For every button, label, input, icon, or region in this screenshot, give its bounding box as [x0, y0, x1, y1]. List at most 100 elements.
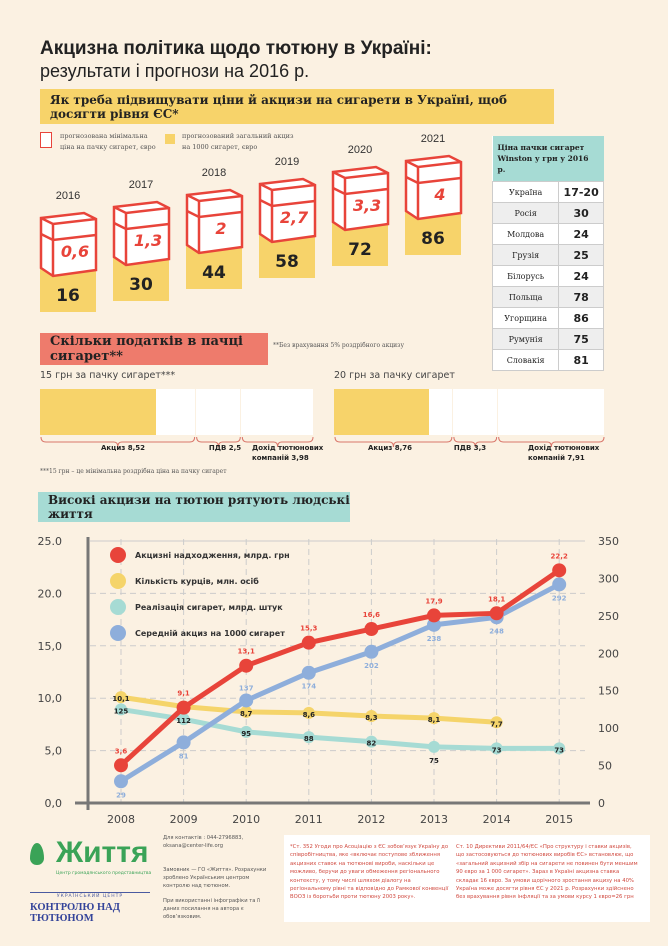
data-point: [552, 563, 567, 578]
price-row: Росія 30: [491, 202, 604, 224]
data-label: 174: [301, 683, 316, 691]
x-tick: 2008: [107, 813, 135, 825]
x-tick: 2011: [295, 813, 323, 825]
legend-box-label: прогнозована мінімальна ціна на пачку си…: [60, 132, 156, 151]
price-row: Грузія 25: [491, 244, 604, 266]
data-label: 8,1: [428, 716, 441, 724]
y-tick-right: 100: [598, 722, 619, 735]
pack20-income-label: Дохід тютюнових компаній 7,91: [528, 444, 600, 462]
data-point: [302, 731, 315, 744]
contacts-text: Для контактів : 044-2796883, oksana@cent…: [163, 835, 244, 849]
price: 30: [558, 202, 604, 224]
country: Угорщина: [491, 307, 560, 329]
country: Росія: [491, 202, 560, 224]
pack15-vat-label: ПДВ 2,5: [208, 444, 242, 452]
pack20-title: 20 грн за пачку сигарет: [334, 370, 455, 381]
section-banner-eu-level: Як треба підвищувати ціни й акцизи на си…: [40, 89, 554, 124]
pack-box-icon: 1,3: [111, 199, 171, 267]
data-point: [364, 644, 379, 659]
legend-marker: [110, 573, 126, 589]
x-tick: 2009: [170, 813, 198, 825]
data-label: 75: [429, 757, 439, 765]
y-tick-right: 350: [598, 535, 619, 548]
country: Молдова: [491, 223, 560, 245]
pack20-income-segment: [497, 389, 604, 435]
pack20-vat-label: ПДВ 3,3: [453, 444, 487, 452]
country: Польща: [491, 286, 560, 308]
pack-box-icon: 4: [403, 153, 463, 221]
data-point: [490, 716, 503, 729]
country: Україна: [491, 181, 560, 203]
series-line: [119, 582, 561, 784]
data-point: [115, 703, 127, 716]
y-tick-right: 250: [598, 610, 619, 623]
data-point: [553, 742, 566, 755]
pack15-vat-segment: [195, 389, 241, 435]
pack15-title: 15 грн за пачку сигарет***: [40, 370, 176, 381]
y-tick-left: 0,0: [45, 797, 63, 810]
data-label: 292: [552, 594, 567, 602]
tobacco-center-logo-top: УКРАЇНСЬКИЙ ЦЕНТР: [30, 892, 150, 899]
line-chart: 0,0 5,0 10,0 15,0 20.0 25.0 0 50 100 150 200 250 300…: [38, 535, 620, 825]
notes-panel: [284, 835, 650, 922]
note-directive: Ст. 10 Директиви 2011/64/ЄС «Про структу…: [456, 844, 638, 901]
legend-marker: [110, 625, 126, 641]
price: 81: [558, 349, 604, 371]
y-tick-left: 25.0: [38, 535, 63, 548]
year-label: 2016: [55, 190, 81, 202]
price-row: Словакія 81: [491, 349, 604, 371]
tobacco-center-logo: КОНТРОЛЮ НАД ТЮТЮНОМ: [30, 902, 120, 924]
price: 78: [558, 286, 604, 308]
data-point: [114, 758, 128, 773]
pack15-tobacco-fill: [40, 389, 156, 435]
data-point: [239, 658, 254, 673]
data-point: [240, 725, 253, 738]
life-logo: Життя: [56, 836, 149, 869]
price: 24: [558, 223, 604, 245]
section-banner-taxes: Скільки податків в пачці сигарет**: [40, 333, 268, 365]
legend-label: Середній акциз на 1000 сигарет: [135, 628, 285, 638]
data-label: 10,1: [112, 695, 129, 703]
data-point: [427, 608, 441, 623]
legend-marker: [110, 547, 126, 563]
data-label: 112: [176, 717, 191, 725]
note-association: *Ст. 352 Угоди про Асоціацію з ЄС зобов’…: [290, 844, 449, 901]
data-point: [364, 622, 379, 637]
min-price-value: 4: [434, 184, 446, 204]
series-line: [119, 568, 561, 768]
data-label: 13,1: [238, 648, 255, 656]
data-label: 81: [179, 752, 189, 760]
price-table: Ціна пачки сигарет Winston у грн у 2016 …: [491, 136, 604, 371]
data-point: [239, 693, 254, 708]
data-point: [302, 706, 315, 719]
y-tick-left: 15,0: [38, 640, 63, 653]
legend-label: Реалізація сигарет, млрд. штук: [135, 602, 283, 612]
yellow-legend-icon: [165, 134, 175, 144]
year-label: 2017: [128, 178, 154, 191]
y-tick-right: 0: [598, 797, 605, 810]
year-label: 2020: [347, 144, 373, 156]
life-logo-sub: Центр громадянського представництва: [56, 871, 152, 876]
price-row: Молдова 24: [491, 223, 604, 245]
pack15-income-segment: [241, 389, 313, 435]
x-tick: 2012: [357, 813, 385, 825]
price: 86: [558, 307, 604, 329]
y-tick-left: 5,0: [45, 745, 63, 758]
data-point: [301, 665, 316, 680]
price: 17-20: [558, 181, 604, 203]
x-tick: 2010: [232, 813, 260, 825]
price-row: Білорусь 24: [491, 265, 604, 287]
page-subtitle: результати і прогнози на 2016 р.: [40, 61, 310, 81]
taxes-note: **Без врахування 5% роздрібного акцизу: [273, 342, 404, 349]
customer-text: Замовник — ГО «Життя». Розрахунки зробле…: [163, 867, 267, 889]
data-label: 8,6: [303, 711, 316, 719]
series-line: [120, 706, 560, 751]
y-tick-right: 200: [598, 647, 619, 660]
data-label: 137: [239, 684, 254, 692]
data-label: 73: [554, 746, 564, 754]
pack-box-icon: 0,6: [38, 210, 98, 278]
data-label: 17,9: [425, 597, 442, 605]
data-label: 248: [489, 627, 504, 635]
data-point: [114, 774, 128, 789]
data-label: 202: [364, 662, 379, 670]
